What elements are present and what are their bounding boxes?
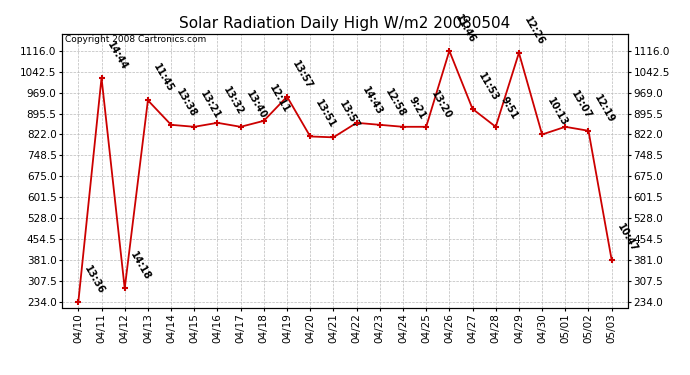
Text: 11:53: 11:53 (476, 71, 500, 103)
Text: 10:47: 10:47 (615, 222, 640, 254)
Text: 13:51: 13:51 (314, 98, 338, 130)
Text: Copyright 2008 Cartronics.com: Copyright 2008 Cartronics.com (65, 35, 206, 44)
Text: 13:21: 13:21 (198, 88, 222, 120)
Text: 13:07: 13:07 (569, 88, 593, 120)
Text: 14:18: 14:18 (128, 250, 152, 282)
Text: 13:38: 13:38 (175, 87, 199, 118)
Text: 13:57: 13:57 (337, 99, 361, 131)
Text: 13:57: 13:57 (290, 58, 315, 90)
Text: 13:36: 13:36 (82, 264, 106, 296)
Text: 13:32: 13:32 (221, 85, 245, 117)
Text: 12:58: 12:58 (383, 87, 408, 118)
Text: 11:46: 11:46 (453, 13, 477, 45)
Text: 10:13: 10:13 (546, 96, 570, 128)
Text: 13:40: 13:40 (244, 88, 268, 120)
Text: 11:45: 11:45 (151, 62, 175, 94)
Text: 9:51: 9:51 (499, 94, 520, 120)
Text: 13:20: 13:20 (430, 88, 454, 120)
Text: 12:19: 12:19 (592, 93, 616, 124)
Text: 14:43: 14:43 (360, 85, 384, 117)
Text: 12:26: 12:26 (522, 15, 546, 46)
Text: 12:11: 12:11 (267, 83, 291, 114)
Text: 9:21: 9:21 (406, 94, 427, 120)
Text: 14:44: 14:44 (105, 40, 129, 72)
Title: Solar Radiation Daily High W/m2 20080504: Solar Radiation Daily High W/m2 20080504 (179, 16, 511, 31)
